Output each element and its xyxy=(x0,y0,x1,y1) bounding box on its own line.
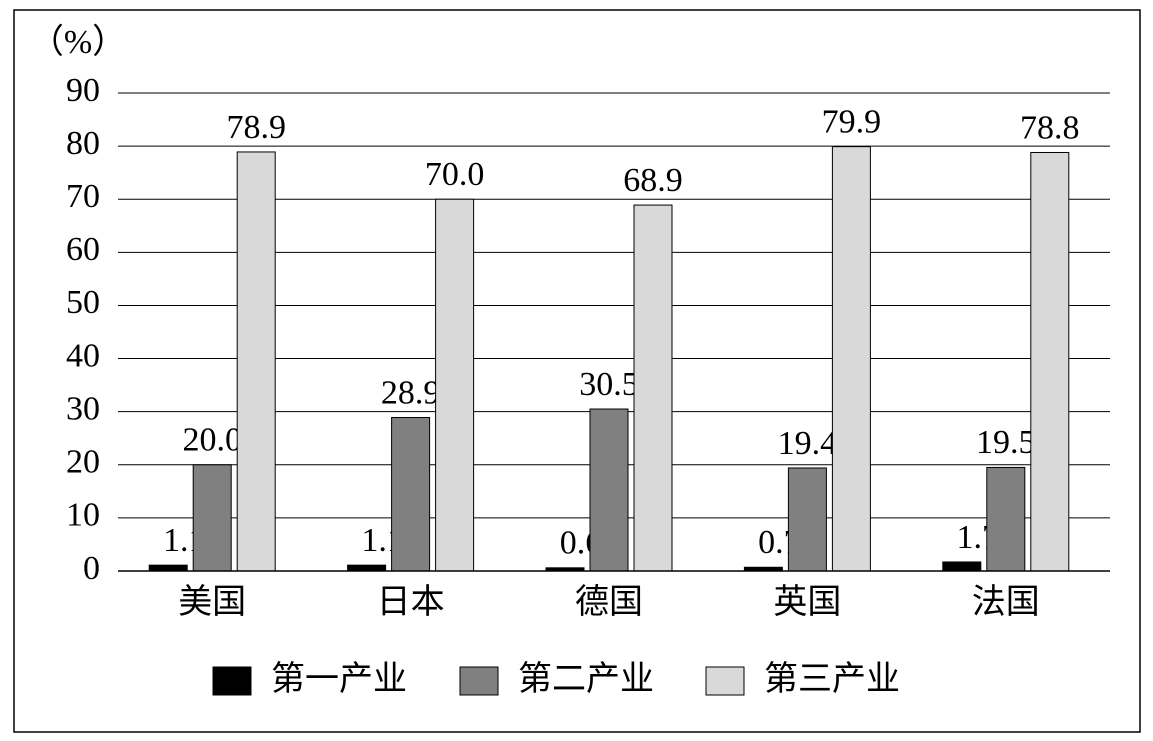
bar xyxy=(236,151,276,572)
y-axis-label: （%） xyxy=(30,23,126,61)
y-tick-label: 40 xyxy=(66,337,100,374)
bar xyxy=(831,146,871,572)
y-tick-label: 70 xyxy=(66,178,100,215)
value-label: 70.0 xyxy=(425,156,485,193)
x-tick-label: 美国 xyxy=(178,583,246,621)
x-tick-label: 法国 xyxy=(972,583,1040,621)
legend-label: 第二产业 xyxy=(518,660,654,698)
legend-label: 第三产业 xyxy=(764,660,900,698)
bar xyxy=(942,561,982,572)
y-tick-label: 20 xyxy=(66,444,100,481)
y-tick-label: 80 xyxy=(66,125,100,162)
value-label: 20.0 xyxy=(182,422,242,459)
bar xyxy=(787,467,827,572)
bar xyxy=(986,466,1026,572)
legend-swatch xyxy=(459,666,499,696)
bar xyxy=(148,564,188,572)
frame xyxy=(13,9,1141,733)
bar xyxy=(391,417,431,572)
bar xyxy=(435,198,475,572)
x-tick-label: 德国 xyxy=(575,583,643,621)
value-label: 19.4 xyxy=(778,425,838,462)
value-label: 78.8 xyxy=(1020,109,1080,146)
x-tick-label: 日本 xyxy=(377,583,445,621)
value-label: 68.9 xyxy=(623,162,683,199)
bar xyxy=(589,408,629,572)
bar xyxy=(192,464,232,572)
value-label: 19.5 xyxy=(976,424,1036,461)
x-tick-label: 英国 xyxy=(773,583,841,621)
y-tick-label: 50 xyxy=(66,284,100,321)
bar xyxy=(633,204,673,572)
value-label: 28.9 xyxy=(381,374,441,411)
bar xyxy=(1030,151,1070,572)
legend-label: 第一产业 xyxy=(271,660,407,698)
y-tick-label: 90 xyxy=(66,72,100,109)
y-tick-label: 10 xyxy=(66,497,100,534)
value-label: 79.9 xyxy=(822,103,882,140)
value-label: 30.5 xyxy=(579,366,639,403)
value-label: 78.9 xyxy=(226,109,286,146)
bar xyxy=(347,564,387,572)
legend-swatch xyxy=(705,666,745,696)
y-tick-label: 0 xyxy=(83,550,100,587)
legend-swatch xyxy=(212,666,252,696)
y-tick-label: 60 xyxy=(66,231,100,268)
y-tick-label: 30 xyxy=(66,390,100,427)
